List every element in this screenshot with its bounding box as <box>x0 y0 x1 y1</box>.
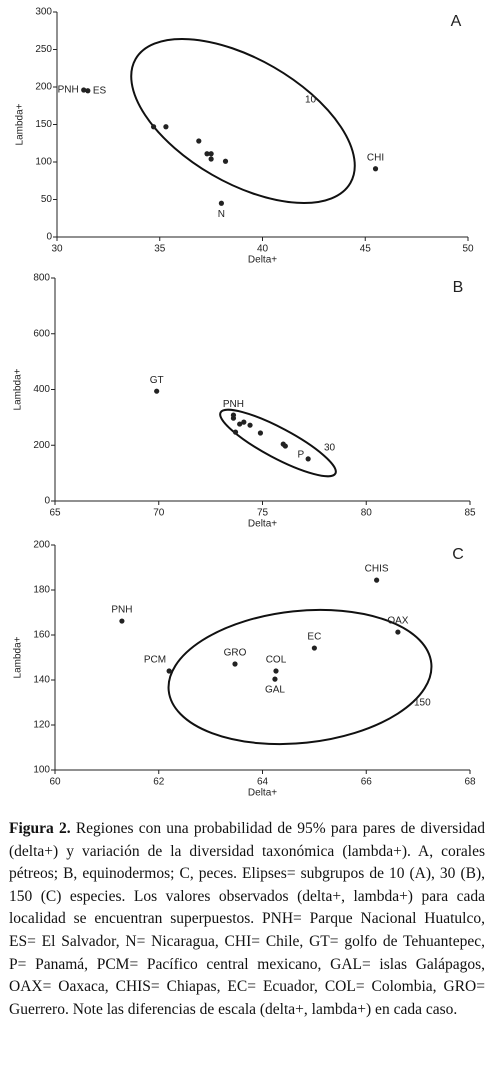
y-tick-label: 200 <box>33 540 50 551</box>
panel-title: B <box>453 279 464 296</box>
y-tick-label: 250 <box>35 44 52 55</box>
ellipse <box>219 408 337 478</box>
point <box>230 415 237 421</box>
point <box>374 577 380 583</box>
x-tick-label: 66 <box>361 777 373 788</box>
point-label: P <box>297 450 304 461</box>
x-tick-label: 50 <box>462 244 474 255</box>
point <box>305 456 311 462</box>
y-tick-label: 160 <box>33 630 50 641</box>
x-tick-label: 60 <box>49 777 61 788</box>
point <box>232 661 238 667</box>
y-tick-label: 400 <box>33 384 50 395</box>
point-label: ES <box>93 85 107 96</box>
x-tick-label: 40 <box>257 244 269 255</box>
y-tick-label: 120 <box>33 720 50 731</box>
y-tick-label: 0 <box>46 232 52 243</box>
point-label: OAX <box>387 616 408 627</box>
x-tick-label: 35 <box>154 244 166 255</box>
y-tick-label: 150 <box>35 119 52 130</box>
point <box>81 87 87 93</box>
point <box>395 629 401 635</box>
y-tick-label: 0 <box>44 496 50 507</box>
point-label: PNH <box>223 399 244 410</box>
y-axis-title: Lambda+ <box>15 103 26 145</box>
point-label: GRO <box>224 648 247 659</box>
y-axis-title: Lambda+ <box>13 368 24 410</box>
y-tick-label: 180 <box>33 585 50 596</box>
point <box>85 88 91 94</box>
point <box>232 429 239 435</box>
point-label: EC <box>307 632 321 643</box>
point <box>218 200 224 206</box>
point-label: PNH <box>111 605 132 616</box>
point <box>237 421 243 427</box>
y-tick-label: 800 <box>33 273 50 284</box>
point <box>163 124 169 130</box>
point <box>150 124 157 130</box>
point <box>241 419 247 425</box>
point <box>208 156 214 162</box>
ellipse-label: 10 <box>305 95 317 106</box>
x-tick-label: 70 <box>153 508 165 519</box>
y-tick-label: 200 <box>35 82 52 93</box>
y-axis-title: Lambda+ <box>13 636 24 678</box>
point-label: PNH <box>58 85 79 96</box>
x-axis-title: Delta+ <box>248 788 277 799</box>
point <box>119 618 125 624</box>
point <box>154 388 160 394</box>
x-tick-label: 68 <box>464 777 476 788</box>
point <box>166 668 172 674</box>
x-tick-label: 30 <box>51 244 63 255</box>
point <box>222 158 229 164</box>
x-tick-label: 80 <box>361 508 373 519</box>
x-tick-label: 45 <box>360 244 372 255</box>
point-label: CHIS <box>365 564 389 575</box>
caption-text: Regiones con una probabilidad de 95% par… <box>9 820 485 1018</box>
point-label: GAL <box>265 685 285 696</box>
point-label: GT <box>150 375 164 386</box>
y-tick-label: 140 <box>33 675 50 686</box>
point-label: CHI <box>367 152 384 163</box>
point <box>273 668 279 674</box>
x-tick-label: 75 <box>257 508 269 519</box>
point-label: PCM <box>144 655 166 666</box>
point <box>372 166 379 172</box>
ellipse <box>130 37 356 205</box>
x-tick-label: 62 <box>153 777 165 788</box>
ellipse-label: 150 <box>414 698 431 709</box>
point <box>208 151 214 157</box>
point <box>257 430 264 436</box>
y-tick-label: 100 <box>33 765 50 776</box>
x-tick-label: 85 <box>464 508 476 519</box>
point <box>311 645 317 651</box>
point <box>247 422 253 428</box>
y-tick-label: 100 <box>35 157 52 168</box>
caption-label: Figura 2. <box>9 820 71 837</box>
x-axis-title: Delta+ <box>248 519 277 530</box>
x-axis-title: Delta+ <box>248 255 277 266</box>
point <box>282 443 288 449</box>
point-label: COL <box>266 655 287 666</box>
figure: 10 30 150 0 50 100 150 200 250 300 30 35 40 45 50 De… <box>13 7 476 799</box>
point <box>272 676 278 682</box>
y-tick-label: 200 <box>33 440 50 451</box>
y-tick-label: 50 <box>41 194 53 205</box>
y-tick-label: 600 <box>33 328 50 339</box>
caption: Figura 2. Regiones con una probabilidad … <box>9 818 485 1021</box>
point-label: N <box>218 209 225 220</box>
panel-title: C <box>452 546 464 563</box>
point <box>204 151 210 157</box>
ellipse-label: 30 <box>324 443 336 454</box>
point <box>196 138 202 144</box>
x-tick-label: 65 <box>49 508 61 519</box>
panel-title: A <box>451 13 462 30</box>
x-tick-label: 64 <box>257 777 269 788</box>
ellipse <box>167 608 433 746</box>
y-tick-label: 300 <box>35 7 52 18</box>
